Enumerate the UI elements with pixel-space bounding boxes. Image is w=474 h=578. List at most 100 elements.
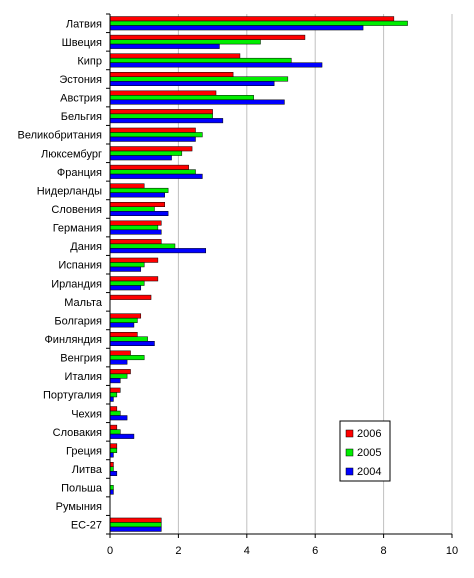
category-label: Германия	[53, 223, 102, 235]
bar-2005	[109, 429, 121, 435]
bar-2006	[109, 369, 131, 375]
bar-2005	[109, 187, 169, 193]
bar-2004	[109, 285, 142, 291]
bar-2004	[109, 341, 155, 346]
bar-2006	[109, 387, 121, 393]
bar-2004	[109, 359, 128, 365]
bar-2004	[109, 62, 323, 68]
bar-2006	[109, 220, 162, 226]
bar-2005	[109, 57, 292, 63]
bar-2004	[109, 266, 142, 272]
bar-2005	[109, 317, 138, 323]
legend-swatch-2005	[345, 448, 354, 457]
bar-2005	[109, 466, 114, 472]
bar-2004	[109, 192, 165, 198]
bar-2004	[109, 248, 207, 254]
category-label: Греция	[66, 445, 102, 457]
axes	[106, 13, 453, 538]
legend-label-2006: 2006	[357, 428, 381, 440]
bar-2004	[109, 25, 364, 31]
category-label: Венгрия	[60, 353, 102, 365]
category-label: Мальта	[64, 297, 103, 309]
legend: 2006 2005 2004	[339, 420, 391, 482]
bar-2006	[109, 276, 159, 282]
bar-2005	[109, 355, 145, 361]
bar-2005	[109, 20, 408, 26]
bar-2006	[109, 257, 159, 263]
bar-2006	[109, 517, 162, 523]
bar-2004	[109, 396, 114, 402]
x-tick-label: 0	[107, 545, 113, 557]
x-tick-label: 10	[446, 545, 458, 557]
bar-2005	[109, 39, 261, 45]
category-label: Португалия	[43, 390, 102, 402]
category-label: Италия	[65, 371, 103, 383]
category-label: Литва	[72, 464, 103, 476]
category-label: Австрия	[60, 93, 102, 105]
bar-2005	[109, 95, 254, 101]
bar-2005	[109, 280, 145, 286]
bar-2004	[109, 452, 114, 458]
bar-2004	[109, 173, 203, 179]
bar-2004	[109, 118, 224, 124]
x-tick-label: 4	[244, 545, 250, 557]
category-label: Финляндия	[44, 334, 102, 346]
category-label: Латвия	[66, 18, 102, 30]
category-label: Ирландия	[51, 278, 102, 290]
legend-swatch-2004	[345, 467, 354, 476]
bar-2004	[109, 415, 128, 421]
bar-2004	[109, 489, 114, 495]
bar-2004	[109, 136, 196, 142]
category-label: Испания	[58, 260, 102, 272]
bar-2005	[109, 243, 176, 249]
bar-2004	[109, 322, 135, 328]
bar-2005	[109, 373, 128, 379]
bar-2004	[109, 229, 162, 235]
category-label: Дания	[70, 241, 102, 253]
bar-2005	[109, 206, 155, 212]
bar-2004	[109, 433, 135, 439]
bar-2006	[109, 16, 395, 22]
category-label: Нидерланды	[37, 185, 102, 197]
bar-2004	[109, 471, 118, 476]
bar-2006	[109, 72, 234, 77]
category-labels: Латвия Швеция Кипр Эстония Австрия Бельгия Вел…	[18, 18, 103, 531]
bar-2006	[109, 127, 196, 133]
bar-2005	[109, 447, 118, 453]
bar-2006	[109, 443, 118, 449]
bar-2005	[109, 132, 203, 138]
bar-2006	[109, 90, 217, 96]
category-label: Эстония	[59, 74, 102, 86]
bar-2006	[109, 406, 118, 412]
bar-2006	[109, 462, 114, 467]
bar-2005	[109, 410, 121, 416]
bar-2006	[109, 313, 142, 319]
category-label: ЕС-27	[71, 520, 102, 532]
bar-2005	[109, 150, 183, 156]
x-tick-labels: 0 2 4 6 8 10	[107, 545, 458, 557]
bar-2006	[109, 183, 145, 189]
category-label: Словения	[51, 204, 102, 216]
bar-2005	[109, 113, 213, 119]
bar-2004	[109, 99, 285, 105]
x-tick-label: 2	[175, 545, 181, 557]
bar-2006	[109, 34, 306, 40]
bar-2006	[109, 164, 189, 170]
category-label: Люксембург	[41, 148, 102, 160]
bar-2006	[109, 146, 193, 152]
bar-2005	[109, 169, 196, 175]
bar-2005	[109, 225, 159, 231]
bar-2004	[109, 155, 172, 161]
bar-2005	[109, 522, 162, 528]
category-label: Болгария	[54, 315, 102, 327]
bar-2005	[109, 336, 148, 342]
category-label: Словакия	[53, 427, 102, 439]
bar-2006	[109, 109, 213, 115]
category-label: Чехия	[71, 408, 102, 420]
bar-2006	[109, 294, 152, 300]
legend-label-2005: 2005	[357, 447, 381, 459]
category-label: Франция	[57, 167, 102, 179]
legend-label-2004: 2004	[357, 466, 381, 478]
bar-2006	[109, 424, 118, 430]
